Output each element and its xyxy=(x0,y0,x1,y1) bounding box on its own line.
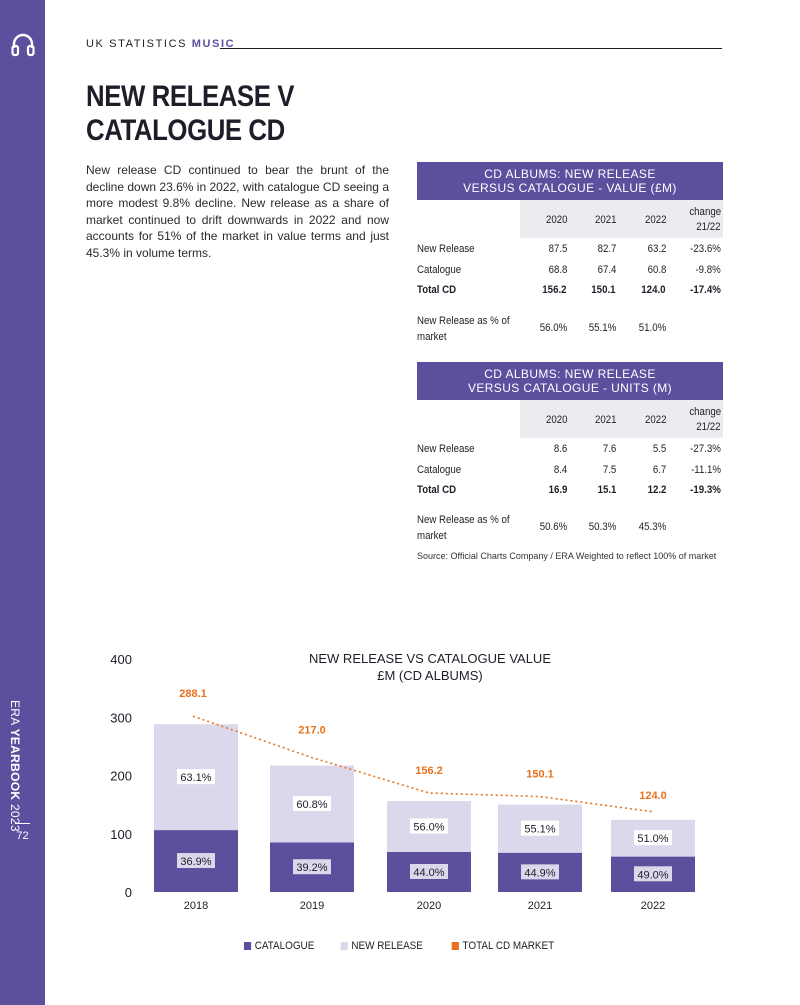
new-release-share-label: 60.8% xyxy=(296,799,327,811)
headphones-icon xyxy=(11,33,35,57)
table-row: Total CD xyxy=(417,484,457,496)
catalogue-label-box xyxy=(177,853,215,869)
catalogue-label-box xyxy=(410,863,448,879)
new-release-label-box xyxy=(177,769,215,785)
units-table: CD ALBUMS: NEW RELEASE VERSUS CATALOGUE … xyxy=(417,362,723,578)
section-kicker: UK STATISTICS MUSIC xyxy=(86,38,236,50)
new-release-label-box xyxy=(293,796,331,812)
legend-item-catalogue: CATALOGUE xyxy=(244,940,315,952)
value-table-header: CD ALBUMS: NEW RELEASE VERSUS CATALOGUE … xyxy=(417,162,723,200)
page-title: NEW RELEASE V CATALOGUE CD xyxy=(86,80,295,147)
header-rule xyxy=(220,48,722,49)
value-table-body: New Release 87.5 82.7 63.2 -23.6% Catalo… xyxy=(417,243,721,343)
new-release-label-box xyxy=(410,818,448,834)
sidebar-divider xyxy=(15,823,30,824)
total-market-label: 156.2 xyxy=(415,765,443,777)
catalogue-share-label: 44.9% xyxy=(524,867,555,879)
share-label: market xyxy=(417,530,447,542)
x-tick-label: 2021 xyxy=(528,900,552,912)
y-tick-label: 400 xyxy=(110,652,132,667)
chart-title: NEW RELEASE VS CATALOGUE VALUE xyxy=(309,651,551,666)
units-table-body: New Release 8.6 7.6 5.5 -27.3% Catalogue… xyxy=(417,443,721,542)
y-tick-label: 200 xyxy=(110,769,132,784)
value-table: CD ALBUMS: NEW RELEASE VERSUS CATALOGUE … xyxy=(417,162,723,378)
new-release-label-box xyxy=(521,820,559,836)
new-release-share-label: 56.0% xyxy=(413,821,444,833)
source-note: Source: Official Charts Company / ERA We… xyxy=(417,551,717,561)
y-tick-label: 0 xyxy=(125,885,132,900)
catalogue-label-box xyxy=(634,866,672,882)
catalogue-share-label: 39.2% xyxy=(296,862,327,874)
x-tick-label: 2022 xyxy=(641,900,665,912)
share-label: New Release as % of xyxy=(417,315,510,327)
table-row: Catalogue xyxy=(417,464,462,476)
catalogue-label-box xyxy=(293,859,331,875)
table-row: Total CD xyxy=(417,284,457,296)
units-table-header: CD ALBUMS: NEW RELEASE VERSUS CATALOGUE … xyxy=(417,362,723,400)
share-label: market xyxy=(417,331,447,343)
y-tick-label: 100 xyxy=(110,827,132,842)
sidebar: ERA YEARBOOK 2023 72 xyxy=(0,0,45,1005)
share-label: New Release as % of xyxy=(417,514,510,526)
value-table-columns: 2020 2021 2022 change 21/22 xyxy=(417,200,723,238)
new-release-share-label: 55.1% xyxy=(524,824,555,836)
new-release-label-box xyxy=(634,830,672,846)
x-tick-label: 2020 xyxy=(417,900,441,912)
catalogue-share-label: 36.9% xyxy=(180,856,211,868)
x-tick-label: 2018 xyxy=(184,900,208,912)
table-row: Catalogue xyxy=(417,264,462,276)
total-market-label: 150.1 xyxy=(526,769,554,781)
chart-subtitle: £M (CD ALBUMS) xyxy=(377,668,482,683)
new-release-share-label: 63.1% xyxy=(180,772,211,784)
legend-item-total: TOTAL CD MARKET xyxy=(451,940,554,952)
total-market-trend xyxy=(192,715,654,813)
page-number: 72 xyxy=(16,830,29,842)
bars: 36.9% 63.1% 39.2% 60.8% 44.0% 56.0% 44.9% 55.1%… xyxy=(154,724,695,892)
cd-value-chart: NEW RELEASE VS CATALOGUE VALUE £M (CD AL… xyxy=(110,651,695,912)
x-axis: 2018 2019 2020 2021 2022 xyxy=(184,900,665,912)
units-table-columns: 2020 2021 2022 change 21/22 xyxy=(417,400,723,438)
catalogue-share-label: 49.0% xyxy=(637,869,668,881)
catalogue-label-box xyxy=(521,864,559,880)
total-market-line: 288.1 217.0 156.2 150.1 124.0 xyxy=(179,688,667,813)
total-market-label: 217.0 xyxy=(298,725,326,737)
total-market-label: 124.0 xyxy=(639,790,667,802)
chart-legend: CATALOGUE NEW RELEASE TOTAL CD MARKET xyxy=(0,940,800,952)
table-row: New Release xyxy=(417,443,475,455)
catalogue-share-label: 44.0% xyxy=(413,867,444,879)
x-tick-label: 2019 xyxy=(300,900,324,912)
legend-item-new-release: NEW RELEASE xyxy=(341,940,423,952)
body-paragraph: New release CD continued to bear the bru… xyxy=(86,163,389,260)
y-tick-label: 300 xyxy=(110,710,132,725)
total-market-label: 288.1 xyxy=(179,688,207,700)
table-row: New Release xyxy=(417,243,475,255)
new-release-share-label: 51.0% xyxy=(637,833,668,845)
y-axis: 0 100 200 300 400 xyxy=(110,652,132,900)
